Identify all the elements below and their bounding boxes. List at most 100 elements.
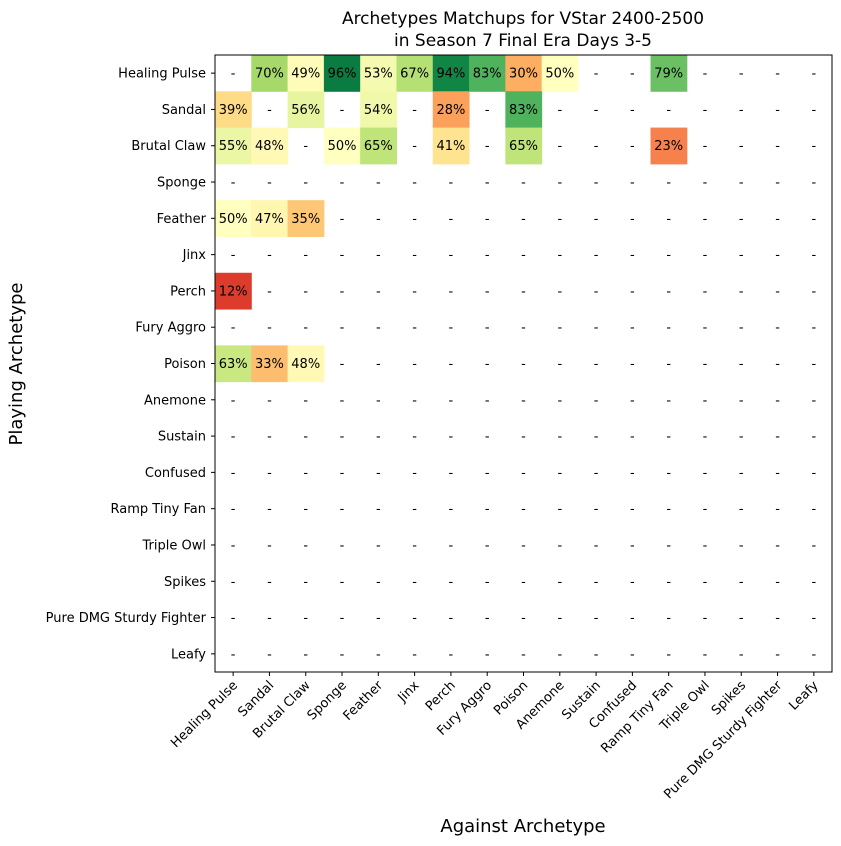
cell-label-leafy-vs-pure-dmg-sturdy-fighter: - (775, 647, 780, 662)
cell-label-jinx-vs-feather: - (376, 248, 381, 263)
cell-label-spikes-vs-ramp-tiny-fan: - (666, 575, 671, 590)
cell-label-poison-vs-confused: - (630, 357, 635, 372)
cell-label-anemone-vs-sustain: - (594, 393, 599, 408)
cell-label-feather-vs-healing-pulse: 50% (219, 212, 248, 227)
cell-label-feather-vs-fury-aggro: - (485, 212, 490, 227)
cell-label-feather-vs-sandal: 47% (255, 212, 284, 227)
cell-label-brutal-claw-vs-brutal-claw: - (303, 139, 308, 154)
cell-label-triple-owl-vs-healing-pulse: - (231, 538, 236, 553)
cell-label-sandal-vs-sponge: - (340, 103, 345, 118)
cell-label-ramp-tiny-fan-vs-sustain: - (594, 502, 599, 517)
heatmap-cell-sandal-vs-brutal-claw (287, 91, 325, 129)
row-tick-label-perch: Perch (170, 284, 206, 299)
cell-label-pure-dmg-sturdy-fighter-vs-perch: - (449, 611, 454, 626)
cell-label-anemone-vs-leafy: - (812, 393, 817, 408)
cell-label-spikes-vs-poison: - (521, 575, 526, 590)
cell-label-sustain-vs-fury-aggro: - (485, 430, 490, 445)
cell-label-pure-dmg-sturdy-fighter-vs-brutal-claw: - (303, 611, 308, 626)
row-tick-label-anemone: Anemone (144, 393, 206, 408)
cell-label-sponge-vs-confused: - (630, 176, 635, 191)
heatmap-cell-healing-pulse-vs-brutal-claw (287, 55, 325, 92)
cell-label-sponge-vs-triple-owl: - (703, 176, 708, 191)
cell-label-triple-owl-vs-poison: - (521, 538, 526, 553)
cell-label-sponge-vs-brutal-claw: - (303, 176, 308, 191)
cell-label-perch-vs-jinx: - (412, 284, 417, 299)
cell-label-confused-vs-jinx: - (412, 466, 417, 481)
cell-label-leafy-vs-feather: - (376, 647, 381, 662)
heatmap-cell-healing-pulse-vs-perch (432, 55, 470, 92)
cell-label-healing-pulse-vs-brutal-claw: 49% (291, 67, 320, 82)
cell-label-healing-pulse-vs-pure-dmg-sturdy-fighter: - (775, 67, 780, 82)
cell-label-leafy-vs-anemone: - (557, 647, 562, 662)
cell-label-sustain-vs-confused: - (630, 430, 635, 445)
cell-label-healing-pulse-vs-spikes: - (739, 67, 744, 82)
cell-label-anemone-vs-triple-owl: - (703, 393, 708, 408)
cell-label-poison-vs-ramp-tiny-fan: - (666, 357, 671, 372)
cell-label-perch-vs-perch: - (449, 284, 454, 299)
cell-label-jinx-vs-spikes: - (739, 248, 744, 263)
cell-label-sustain-vs-triple-owl: - (703, 430, 708, 445)
cell-label-spikes-vs-anemone: - (557, 575, 562, 590)
heatmap-cell-healing-pulse-vs-poison (505, 55, 543, 92)
cell-label-feather-vs-triple-owl: - (703, 212, 708, 227)
cell-label-sponge-vs-sustain: - (594, 176, 599, 191)
cell-label-fury-aggro-vs-pure-dmg-sturdy-fighter: - (775, 321, 780, 336)
cell-label-ramp-tiny-fan-vs-poison: - (521, 502, 526, 517)
cell-label-brutal-claw-vs-spikes: - (739, 139, 744, 154)
cell-label-leafy-vs-jinx: - (412, 647, 417, 662)
row-tick-label-healing-pulse: Healing Pulse (118, 67, 206, 82)
cell-label-pure-dmg-sturdy-fighter-vs-feather: - (376, 611, 381, 626)
cell-label-poison-vs-healing-pulse: 63% (219, 357, 248, 372)
cell-label-triple-owl-vs-anemone: - (557, 538, 562, 553)
cell-label-fury-aggro-vs-healing-pulse: - (231, 321, 236, 336)
cell-label-jinx-vs-perch: - (449, 248, 454, 263)
cell-label-sandal-vs-fury-aggro: - (485, 103, 490, 118)
cell-label-pure-dmg-sturdy-fighter-vs-sponge: - (340, 611, 345, 626)
cell-label-pure-dmg-sturdy-fighter-vs-triple-owl: - (703, 611, 708, 626)
x-axis-label: Against Archetype (440, 816, 605, 837)
heatmap-cell-poison-vs-brutal-claw (287, 345, 325, 383)
cell-label-ramp-tiny-fan-vs-confused: - (630, 502, 635, 517)
heatmap-cell-brutal-claw-vs-feather (360, 127, 397, 165)
cell-label-confused-vs-perch: - (449, 466, 454, 481)
heatmap-cell-brutal-claw-vs-healing-pulse (215, 127, 252, 165)
cell-label-triple-owl-vs-ramp-tiny-fan: - (666, 538, 671, 553)
cell-label-fury-aggro-vs-confused: - (630, 321, 635, 336)
cell-label-sustain-vs-perch: - (449, 430, 454, 445)
cell-label-brutal-claw-vs-healing-pulse: 55% (219, 139, 248, 154)
cell-label-perch-vs-feather: - (376, 284, 381, 299)
cell-label-perch-vs-ramp-tiny-fan: - (666, 284, 671, 299)
cell-label-jinx-vs-leafy: - (812, 248, 817, 263)
cell-label-triple-owl-vs-perch: - (449, 538, 454, 553)
cell-label-sponge-vs-sponge: - (340, 176, 345, 191)
cell-label-confused-vs-spikes: - (739, 466, 744, 481)
cell-label-feather-vs-spikes: - (739, 212, 744, 227)
cell-label-fury-aggro-vs-sponge: - (340, 321, 345, 336)
column-tick-label-feather: Feather (341, 678, 387, 724)
cell-label-feather-vs-sponge: - (340, 212, 345, 227)
cell-label-fury-aggro-vs-anemone: - (557, 321, 562, 336)
cell-label-sustain-vs-brutal-claw: - (303, 430, 308, 445)
row-tick-label-confused: Confused (145, 466, 206, 481)
cell-label-healing-pulse-vs-sponge: 96% (328, 67, 357, 82)
cell-label-sponge-vs-poison: - (521, 176, 526, 191)
cell-label-poison-vs-jinx: - (412, 357, 417, 372)
cell-label-confused-vs-triple-owl: - (703, 466, 708, 481)
heatmap-cell-healing-pulse-vs-sandal (251, 55, 289, 92)
cell-label-sandal-vs-feather: 54% (364, 103, 393, 118)
cell-label-healing-pulse-vs-ramp-tiny-fan: 79% (654, 67, 683, 82)
cell-label-brutal-claw-vs-sponge: 50% (328, 139, 357, 154)
heatmap-cell-poison-vs-healing-pulse (215, 345, 252, 383)
cell-label-sustain-vs-spikes: - (739, 430, 744, 445)
row-tick-label-ramp-tiny-fan: Ramp Tiny Fan (111, 502, 206, 517)
cell-label-spikes-vs-leafy: - (812, 575, 817, 590)
heatmap-cell-sandal-vs-healing-pulse (215, 91, 252, 129)
cell-label-confused-vs-sustain: - (594, 466, 599, 481)
cell-label-anemone-vs-perch: - (449, 393, 454, 408)
cell-label-anemone-vs-sponge: - (340, 393, 345, 408)
cell-label-brutal-claw-vs-confused: - (630, 139, 635, 154)
heatmap-cells: - 70% 49% 96% 53% 67% 94% 83% 30% 50% - - 79% - - - - 39%… (215, 55, 817, 662)
cell-label-ramp-tiny-fan-vs-sandal: - (267, 502, 272, 517)
